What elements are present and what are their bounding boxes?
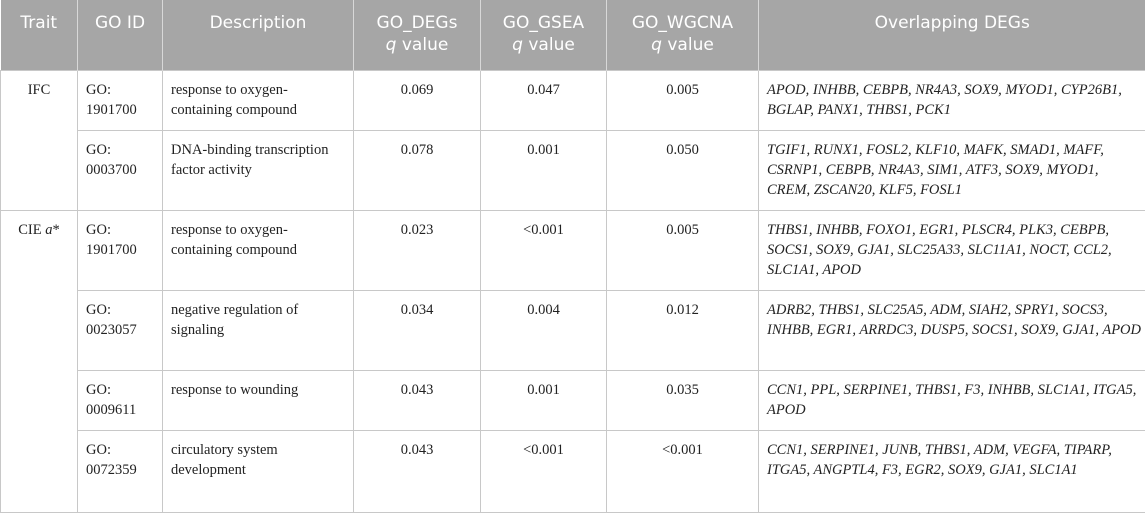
- go-gsea-q: 0.004: [481, 290, 607, 370]
- overlapping-degs: ADRB2, THBS1, SLC25A5, ADM, SIAH2, SPRY1…: [759, 290, 1145, 370]
- description: response to oxygen-containing compound: [163, 210, 354, 290]
- go-gsea-q: 0.001: [481, 370, 607, 430]
- go-wgcna-q: 0.035: [607, 370, 759, 430]
- go-degs-q: 0.043: [354, 370, 481, 430]
- header-text: Description: [210, 13, 307, 33]
- description: response to oxygen-containing compound: [163, 70, 354, 130]
- description: negative regulation of signaling: [163, 290, 354, 370]
- header-text: value: [523, 35, 575, 55]
- go-wgcna-q: 0.050: [607, 130, 759, 210]
- go-id: GO: 0072359: [78, 430, 163, 512]
- header-text: value: [396, 35, 448, 55]
- column-header: Description: [163, 0, 354, 70]
- overlapping-degs: TGIF1, RUNX1, FOSL2, KLF10, MAFK, SMAD1,…: [759, 130, 1145, 210]
- header-text: value: [662, 35, 714, 55]
- trait-text: CIE: [18, 222, 45, 238]
- overlapping-degs: CCN1, SERPINE1, JUNB, THBS1, ADM, VEGFA,…: [759, 430, 1145, 512]
- header-italic: q: [386, 35, 397, 55]
- header-text: GO_WGCNA: [632, 13, 733, 33]
- go-id: GO: 1901700: [78, 70, 163, 130]
- go-gsea-q: <0.001: [481, 430, 607, 512]
- header-text: GO_GSEA: [503, 13, 584, 33]
- go-gsea-q: <0.001: [481, 210, 607, 290]
- description: response to wounding: [163, 370, 354, 430]
- description: DNA-binding transcription factor activit…: [163, 130, 354, 210]
- header-text: Trait: [20, 13, 57, 33]
- overlapping-degs: THBS1, INHBB, FOXO1, EGR1, PLSCR4, PLK3,…: [759, 210, 1145, 290]
- go-gsea-q: 0.047: [481, 70, 607, 130]
- go-degs-q: 0.034: [354, 290, 481, 370]
- trait-text: *: [52, 222, 59, 238]
- header-text: GO ID: [95, 13, 145, 33]
- header-italic: q: [512, 35, 523, 55]
- go-id: GO: 0003700: [78, 130, 163, 210]
- trait-cell: IFC: [1, 70, 78, 210]
- go-id: GO: 1901700: [78, 210, 163, 290]
- go-gsea-q: 0.001: [481, 130, 607, 210]
- go-degs-q: 0.078: [354, 130, 481, 210]
- header-italic: q: [651, 35, 662, 55]
- overlapping-degs: APOD, INHBB, CEBPB, NR4A3, SOX9, MYOD1, …: [759, 70, 1145, 130]
- trait-cell: CIE a*: [1, 210, 78, 512]
- column-header: GO ID: [78, 0, 163, 70]
- header-text: Overlapping DEGs: [875, 13, 1030, 33]
- trait-text: IFC: [28, 82, 51, 98]
- go-id: GO: 0009611: [78, 370, 163, 430]
- go-degs-q: 0.023: [354, 210, 481, 290]
- go-wgcna-q: 0.005: [607, 210, 759, 290]
- column-header: Trait: [1, 0, 78, 70]
- go-wgcna-q: 0.012: [607, 290, 759, 370]
- description: circulatory system development: [163, 430, 354, 512]
- go-wgcna-q: <0.001: [607, 430, 759, 512]
- go-wgcna-q: 0.005: [607, 70, 759, 130]
- go-degs-q: 0.043: [354, 430, 481, 512]
- go-id: GO: 0023057: [78, 290, 163, 370]
- overlapping-degs: CCN1, PPL, SERPINE1, THBS1, F3, INHBB, S…: [759, 370, 1145, 430]
- go-degs-q: 0.069: [354, 70, 481, 130]
- column-header: Overlapping DEGs: [759, 0, 1145, 70]
- header-text: GO_DEGs: [377, 13, 458, 33]
